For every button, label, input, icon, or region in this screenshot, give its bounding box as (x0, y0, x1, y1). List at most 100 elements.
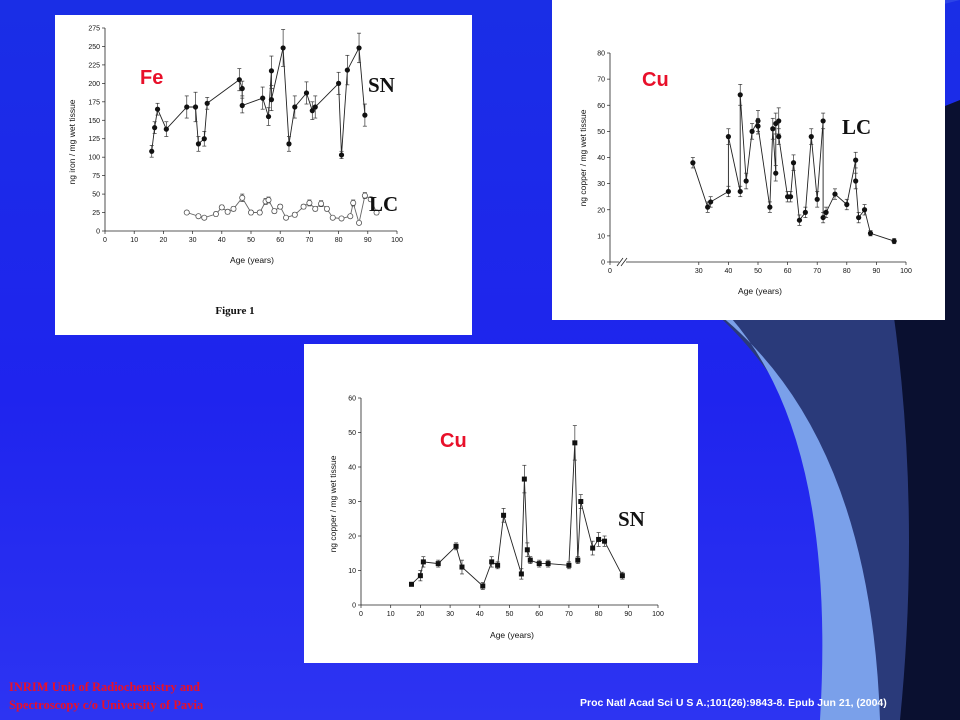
cu-sn-data-point (596, 536, 602, 542)
cu-sn-series-line-0 (411, 442, 623, 587)
fe-x-tick-label: 0 (103, 237, 107, 244)
fe-data-point (303, 90, 310, 96)
fe-data-point (218, 204, 225, 211)
cu-sn-y-tick-label: 0 (352, 603, 356, 610)
cu-sn-x-tick-label: 20 (417, 611, 425, 618)
institution-footer: INRIM Unit of Radiochemistry and Spectro… (9, 678, 299, 714)
fe-data-point (336, 80, 342, 86)
fe-data-point (338, 152, 345, 158)
cu-lc-data-point (853, 157, 859, 163)
fe-data-point (268, 68, 275, 74)
fe-y-axis-title: ng iron / mg wet tissue (67, 99, 77, 184)
bg-swoosh-light (690, 280, 880, 720)
cu-lc-y-tick-label: 20 (597, 207, 605, 214)
cu-lc-element-label: Cu (642, 69, 669, 91)
fe-y-tick-label: 250 (88, 44, 100, 51)
fe-marks (149, 29, 380, 226)
fe-y-tick-label: 125 (88, 136, 100, 143)
fe-data-point (291, 211, 298, 218)
fe-data-point (239, 194, 246, 201)
cu-lc-y-tick-label: 30 (597, 181, 605, 188)
cu-lc-y-tick-label: 70 (597, 77, 605, 84)
cu-sn-y-axis-title: ng copper / mg wet tissue (328, 455, 338, 552)
fe-data-point (183, 209, 190, 216)
fe-data-point (204, 100, 210, 106)
cu-sn-y-tick-label: 30 (348, 499, 356, 506)
fe-series-label-lc: LC (369, 192, 398, 216)
fe-data-point (265, 113, 272, 120)
cu-lc-x-tick-label: 100 (900, 268, 912, 275)
cu-sn-data-point (566, 562, 572, 568)
fe-data-point (149, 148, 155, 154)
fe-x-tick-label: 10 (130, 237, 138, 244)
cu-lc-data-point (861, 207, 868, 213)
cu-lc-data-point (820, 214, 826, 221)
cu-lc-x-tick-label: 40 (725, 268, 733, 275)
cu-lc-y-tick-label: 60 (597, 103, 605, 110)
fe-y-tick-label: 200 (88, 81, 100, 88)
cu-sn-x-tick-label: 60 (535, 611, 543, 618)
cu-sn-data-point (435, 561, 441, 567)
fe-data-point (195, 141, 202, 147)
cu-lc-data-point (743, 178, 749, 184)
cu-sn-data-point (408, 581, 414, 587)
fe-data-point (195, 213, 202, 220)
fe-data-point (271, 208, 278, 215)
cu-sn-data-point (572, 440, 578, 446)
cu-sn-element-label: Cu (440, 430, 467, 452)
fe-y-tick-label: 50 (92, 192, 100, 199)
fe-series-line-0 (151, 46, 366, 156)
cu-sn-x-tick-label: 90 (624, 611, 632, 618)
fe-element-label: Fe (140, 67, 163, 89)
fe-data-point (265, 196, 272, 203)
cu-lc-data-point (867, 230, 874, 236)
cu-sn-data-point (480, 583, 486, 589)
cu-sn-region-label: SN (618, 507, 645, 531)
fe-y-tick-label: 175 (88, 99, 100, 106)
fe-x-tick-label: 40 (218, 237, 226, 244)
cu-lc-y-tick-label: 50 (597, 129, 605, 136)
fe-y-tick-label: 75 (92, 173, 100, 180)
cu-lc-data-point (705, 204, 711, 210)
cu-lc-x-tick-label: 30 (695, 268, 703, 275)
fe-data-point (201, 214, 208, 221)
fe-data-point (361, 192, 368, 199)
fe-data-point (344, 67, 350, 73)
chart-fe-panel: 0 25 50 75 100 125 150 175 200 225 250 275 0 10 20 30 40… (55, 15, 472, 335)
cu-lc-data-point (844, 201, 850, 208)
cu-sn-data-point (536, 561, 542, 567)
cu-sn-data-point (575, 557, 581, 563)
cu-lc-data-point (737, 188, 743, 195)
fe-data-point (184, 104, 190, 110)
fe-x-tick-label: 70 (306, 237, 314, 244)
fe-data-point (350, 199, 357, 206)
cu-sn-y-tick-label: 50 (348, 430, 356, 437)
cu-sn-data-point (619, 573, 625, 579)
fe-y-tick-label: 100 (88, 155, 100, 162)
cu-sn-x-axis-title: Age (years) (490, 630, 534, 640)
cu-sn-x-tick-label: 40 (476, 611, 484, 618)
cu-sn-x-tick-label: 30 (446, 611, 454, 618)
cu-sn-data-point (459, 564, 465, 570)
cu-sn-x-tick-label: 80 (595, 611, 603, 618)
fe-axes: 0 25 50 75 100 125 150 175 200 225 250 275 0 10 20 30 40… (88, 26, 403, 245)
cu-sn-y-tick-label: 60 (348, 396, 356, 403)
cu-lc-data-point (755, 123, 761, 129)
cu-lc-data-point (767, 204, 773, 210)
cu-sn-marks (408, 425, 625, 590)
cu-sn-data-point (495, 562, 501, 568)
cu-sn-data-point (420, 559, 426, 565)
fe-data-point (367, 196, 374, 203)
chart-fe: 0 25 50 75 100 125 150 175 200 225 250 275 0 10 20 30 40… (67, 26, 403, 318)
cu-lc-data-point (725, 188, 731, 195)
cu-lc-data-point (832, 191, 838, 197)
fe-data-point (201, 136, 207, 142)
cu-lc-y-axis-title: ng copper / mg wet tissue (578, 109, 588, 206)
fe-data-point (239, 102, 245, 109)
cu-lc-data-point (814, 196, 820, 202)
cu-sn-y-tick-label: 10 (348, 568, 356, 575)
fe-series-label-sn: SN (368, 73, 395, 97)
fe-data-point (268, 97, 275, 103)
cu-sn-x-tick-label: 100 (652, 611, 664, 618)
institution-line-1: INRIM Unit of Radiochemistry and (9, 680, 200, 694)
